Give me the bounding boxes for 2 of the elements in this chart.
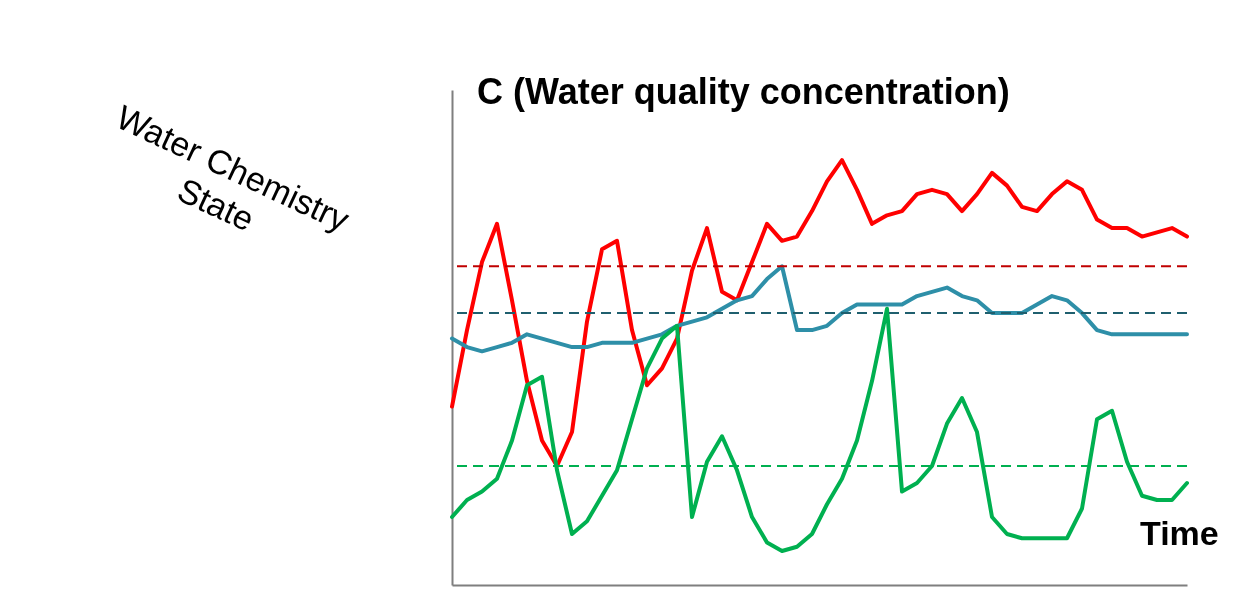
x-axis-title: Time	[1140, 514, 1219, 552]
y-axis-title: C (Water quality concentration)	[477, 71, 1010, 112]
